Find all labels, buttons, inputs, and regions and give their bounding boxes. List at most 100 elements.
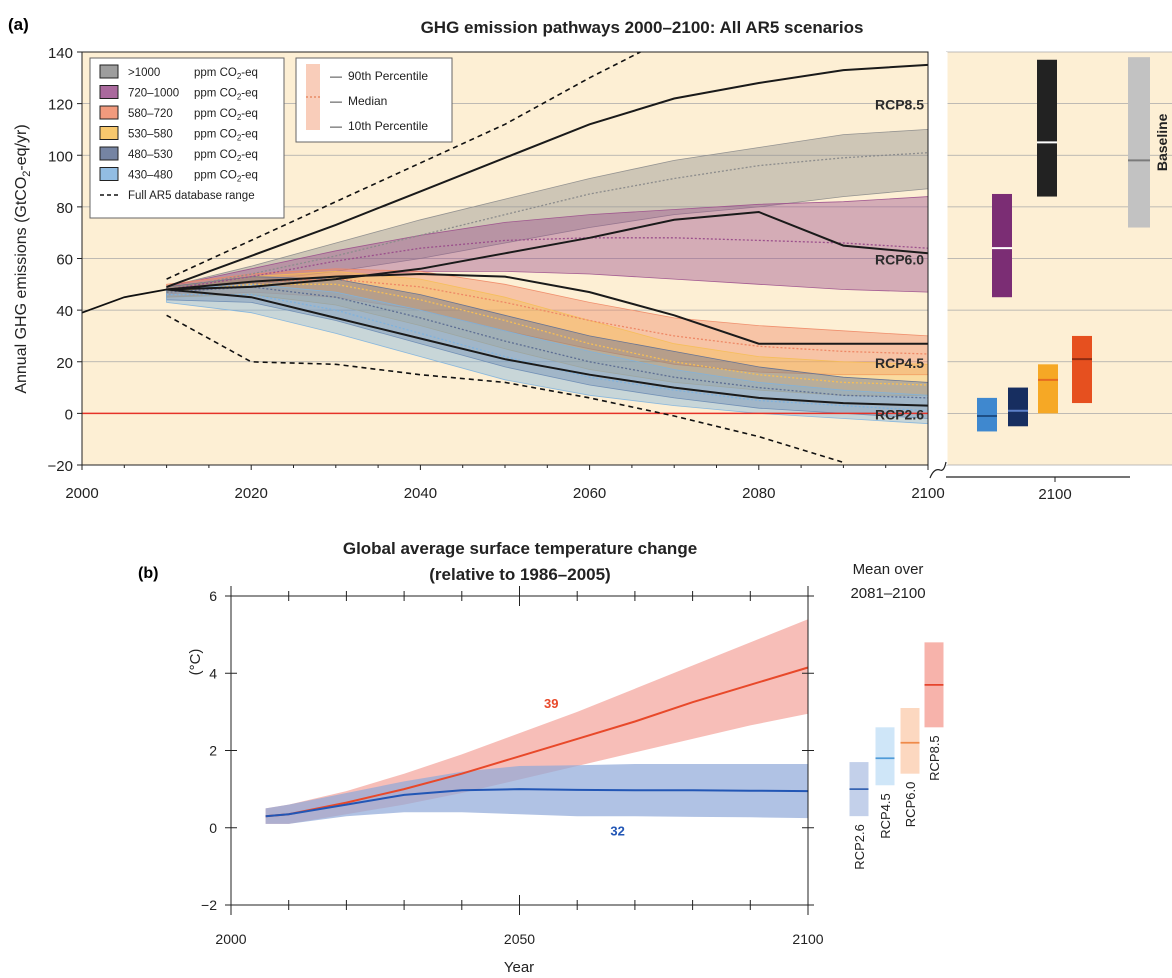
b-y-tick-label-6: 6 xyxy=(209,588,217,604)
rcp-label-RCP8.5: RCP8.5 xyxy=(875,97,924,113)
y-tick-label-80: 80 xyxy=(56,200,73,217)
legend-range-530–580: 530–580 xyxy=(128,129,173,141)
side-bar-720–1000 xyxy=(992,193,1012,298)
temp-side-bar-RCP6.0 xyxy=(900,708,920,774)
legend-unit-sub: 2 xyxy=(237,72,242,81)
legend-unit-580–720: ppm CO2-eq xyxy=(194,108,258,122)
side-bar-580–720 xyxy=(1072,335,1092,404)
legend-frame xyxy=(89,57,285,219)
temp-line-RCP2.6 xyxy=(265,788,809,818)
legend-unit-sub: 2 xyxy=(237,93,242,102)
percentile-label-0: 90th Percentile xyxy=(348,69,428,83)
baseline-bar xyxy=(1128,57,1150,228)
side-x-label: 2100 xyxy=(1038,486,1071,503)
legend-unit-part1: ppm CO xyxy=(194,129,237,141)
legend-swatch-720–1000 xyxy=(99,85,119,99)
percentile-dash-2: — xyxy=(330,119,342,133)
legend-unit-part2: -eq xyxy=(241,108,258,120)
count-label-RCP2.6: 32 xyxy=(610,823,624,838)
y-tick-label-0: 0 xyxy=(65,406,73,423)
panel-b-side-title-line2: 2081–2100 xyxy=(850,585,925,602)
y-tick-label-140: 140 xyxy=(48,45,73,62)
panel-a: (a) GHG emission pathways 2000–2100: All… xyxy=(8,15,1172,503)
b-x-tick-label-2000: 2000 xyxy=(215,931,246,947)
temp-side-label-RCP8.5: RCP8.5 xyxy=(927,735,942,781)
legend-unit-480–530: ppm CO2-eq xyxy=(194,149,258,163)
panel-b-axes: −2 0 2 4 6 2000 2050 2100 xyxy=(201,586,824,947)
panel-b: (b) Global average surface temperature c… xyxy=(138,539,944,976)
panel-a-label: (a) xyxy=(8,15,29,34)
full-range-upper xyxy=(166,51,641,280)
x-tick-label-2000: 2000 xyxy=(65,485,98,502)
x-tick-label-2100: 2100 xyxy=(911,485,944,502)
rcp-line-RCP2.6 xyxy=(166,288,929,407)
temp-line-RCP8.5 xyxy=(265,666,809,818)
b-x-tick-label-2050: 2050 xyxy=(504,931,535,947)
panel-b-x-axis-label: Year xyxy=(504,959,534,976)
rcp-line-RCP8.5 xyxy=(166,63,929,288)
legend-range-580–720: 580–720 xyxy=(128,108,173,120)
panel-a-percentile-legend: — 90th Percentile — Median — 10th Percentile xyxy=(295,57,453,143)
b-y-tick-label-4: 4 xyxy=(209,665,217,681)
panel-b-bands xyxy=(265,619,809,824)
legend-unit-sub: 2 xyxy=(237,154,242,163)
legend-unit-720–1000: ppm CO2-eq xyxy=(194,88,258,102)
legend-swatch-530–580 xyxy=(99,126,119,140)
axis-break-mark xyxy=(929,461,947,479)
b-x-tick-label-2100: 2100 xyxy=(792,931,823,947)
count-label-RCP8.5: 39 xyxy=(544,696,558,711)
rcp-label-RCP2.6: RCP2.6 xyxy=(875,406,924,422)
b-y-tick-label-0: 0 xyxy=(209,820,217,836)
side-bar-480–530 xyxy=(1008,387,1028,427)
panel-b-title-line2: (relative to 1986–2005) xyxy=(429,565,610,584)
side-bar-530–580 xyxy=(1038,364,1058,414)
legend-unit-part1: ppm CO xyxy=(194,88,237,100)
x-tick-label-2020: 2020 xyxy=(235,485,268,502)
temp-side-bar-RCP4.5 xyxy=(875,727,895,786)
legend-swatch-580–720 xyxy=(99,105,119,120)
y-tick-label-20: 20 xyxy=(56,355,73,372)
historical-line xyxy=(81,288,167,314)
y-tick-label-40: 40 xyxy=(56,303,73,320)
median-580–720 xyxy=(166,278,929,355)
temp-band-RCP2.6 xyxy=(265,764,809,824)
legend-unit->1000: ppm CO2-eq xyxy=(194,67,258,81)
legend-unit-part1: ppm CO xyxy=(194,67,237,79)
legend-range->1000: >1000 xyxy=(128,67,160,79)
percentile-dash-1: — xyxy=(330,94,342,108)
percentile-dash-0: — xyxy=(330,69,342,83)
x-tick-label-2060: 2060 xyxy=(573,485,606,502)
legend-unit-part1: ppm CO xyxy=(194,170,237,182)
legend-range-720–1000: 720–1000 xyxy=(128,88,179,100)
legend-unit-part1: ppm CO xyxy=(194,108,237,120)
y-tick-label-60: 60 xyxy=(56,252,73,269)
panel-a-y-axis-label-part2: -eq/yr) xyxy=(13,124,30,170)
rcp-label-RCP4.5: RCP4.5 xyxy=(875,355,924,371)
legend-label-full-range: Full AR5 database range xyxy=(128,190,255,202)
median-720–1000 xyxy=(166,237,929,291)
legend-unit-part2: -eq xyxy=(241,67,258,79)
panel-a-y-axis-label-part1: Annual GHG emissions (GtCO xyxy=(13,177,30,394)
panel-b-side-bars: RCP2.6 RCP4.5 RCP6.0 RCP8.5 xyxy=(849,642,944,870)
median-530–580 xyxy=(166,283,929,386)
rcp-line-RCP6.0 xyxy=(166,210,929,291)
panel-b-side-title-line1: Mean over xyxy=(853,561,924,578)
side-bar->1000 xyxy=(1037,59,1057,197)
baseline-label: Baseline xyxy=(1154,113,1170,171)
panel-a-rcp-labels: RCP8.5 RCP6.0 RCP4.5 RCP2.6 xyxy=(875,97,924,423)
panel-b-title-line1: Global average surface temperature chang… xyxy=(343,539,697,558)
b-y-tick-label--2: −2 xyxy=(201,897,217,913)
x-tick-label-2040: 2040 xyxy=(404,485,437,502)
legend-unit-part2: -eq xyxy=(241,170,258,182)
percentile-label-2: 10th Percentile xyxy=(348,119,428,133)
full-range-lower xyxy=(166,314,844,464)
percentile-label-1: Median xyxy=(348,94,387,108)
median-480–530 xyxy=(166,286,929,399)
legend-unit-430–480: ppm CO2-eq xyxy=(194,170,258,184)
temp-side-label-RCP4.5: RCP4.5 xyxy=(878,793,893,839)
rcp-line-RCP4.5 xyxy=(166,272,928,345)
